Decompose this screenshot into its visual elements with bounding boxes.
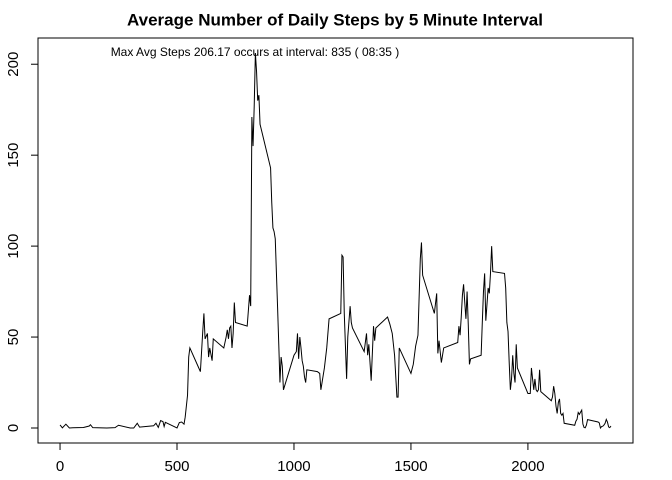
- chart-title: Average Number of Daily Steps by 5 Minut…: [127, 10, 543, 29]
- y-tick-label: 0: [5, 424, 22, 432]
- y-tick-label: 50: [5, 329, 22, 346]
- x-tick-label: 0: [56, 458, 64, 475]
- data-line: [59, 52, 612, 430]
- x-tick-label: 2000: [511, 458, 544, 475]
- y-tick-label: 100: [5, 234, 22, 259]
- y-tick-label: 200: [5, 52, 22, 77]
- x-tick-label: 500: [164, 458, 189, 475]
- plot-box: [37, 37, 634, 444]
- x-tick-label: 1500: [394, 458, 427, 475]
- annotation: Max Avg Steps 206.17 occurs at interval:…: [111, 45, 400, 59]
- y-tick-label: 150: [5, 143, 22, 168]
- x-tick-label: 1000: [277, 458, 310, 475]
